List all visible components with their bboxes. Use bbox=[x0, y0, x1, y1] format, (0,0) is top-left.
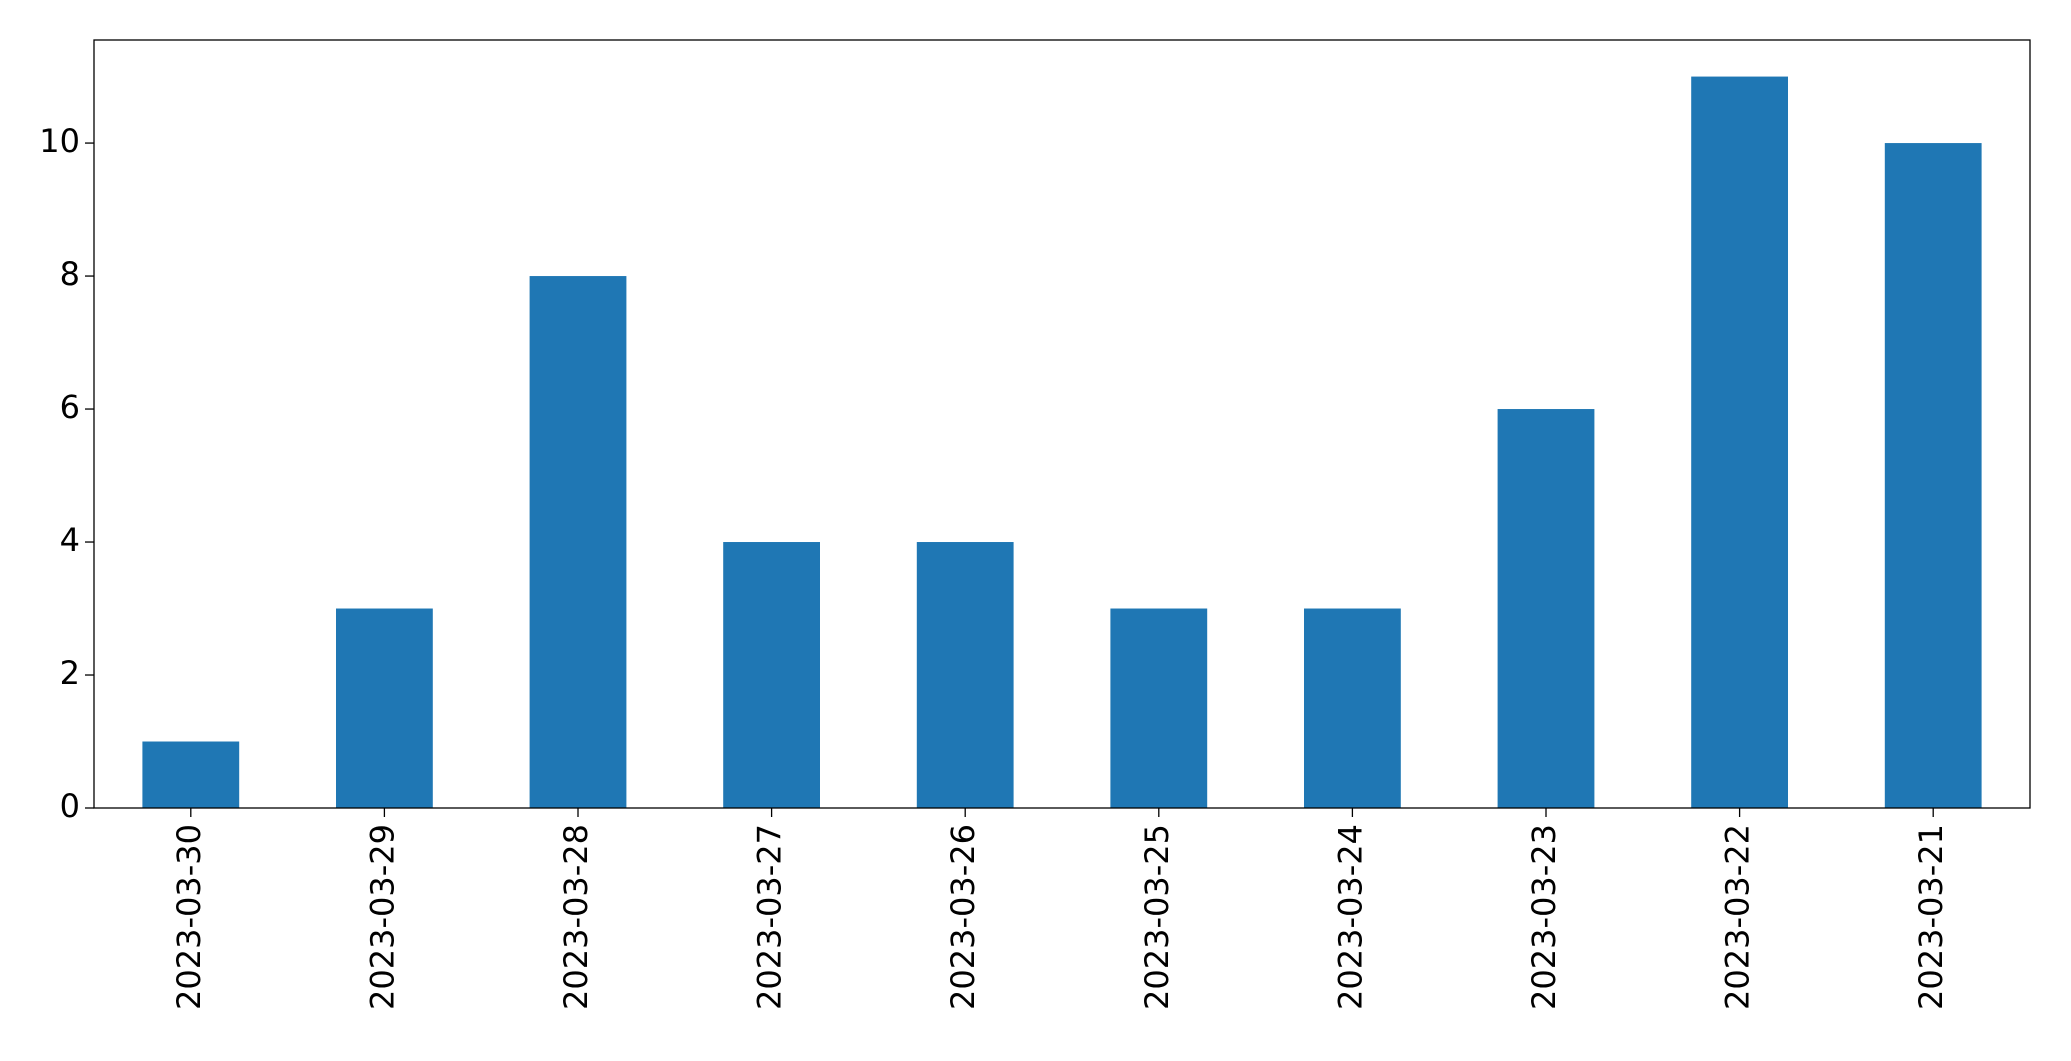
bar bbox=[1497, 409, 1595, 808]
y-tick-label: 10 bbox=[39, 122, 80, 160]
plot-frame bbox=[93, 39, 2031, 809]
bar bbox=[1691, 76, 1788, 809]
bar bbox=[1884, 143, 1982, 808]
bar bbox=[1304, 608, 1401, 808]
x-tick-label: 2023-03-24 bbox=[1331, 824, 1369, 1010]
x-tick-label: 2023-03-29 bbox=[363, 824, 401, 1010]
x-tick-label: 2023-03-30 bbox=[170, 824, 208, 1010]
x-tick-label: 2023-03-25 bbox=[1138, 824, 1176, 1010]
y-tick-label: 4 bbox=[60, 521, 80, 559]
x-tick-label: 2023-03-28 bbox=[557, 824, 595, 1010]
y-tick-label: 6 bbox=[60, 388, 80, 426]
x-tick-label: 2023-03-22 bbox=[1719, 824, 1757, 1010]
bar bbox=[142, 741, 240, 808]
bar bbox=[529, 276, 627, 808]
bar bbox=[723, 542, 820, 808]
y-tick-label: 0 bbox=[60, 787, 80, 825]
x-tick-label: 2023-03-26 bbox=[944, 824, 982, 1010]
x-tick-label: 2023-03-23 bbox=[1525, 824, 1563, 1010]
x-tick-label: 2023-03-21 bbox=[1912, 824, 1950, 1010]
bar bbox=[336, 608, 433, 808]
y-tick-label: 2 bbox=[60, 654, 80, 692]
bar bbox=[916, 542, 1014, 808]
x-tick-label: 2023-03-27 bbox=[751, 824, 789, 1010]
bar bbox=[1110, 608, 1208, 808]
y-tick-label: 8 bbox=[60, 255, 80, 293]
